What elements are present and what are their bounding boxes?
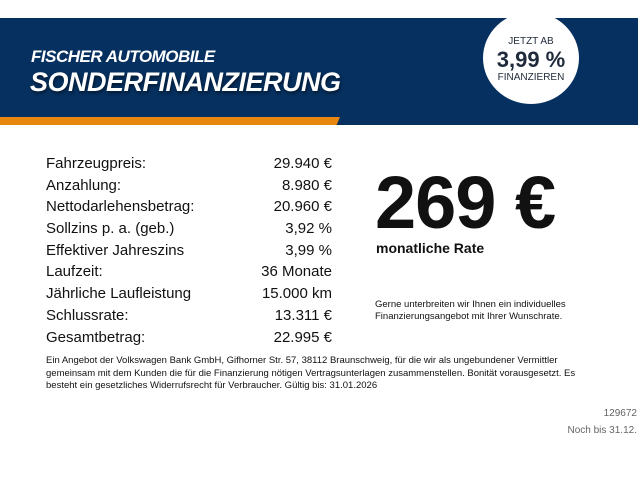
- legal-text: Ein Angebot der Volkswagen Bank GmbH, Gi…: [46, 355, 576, 391]
- detail-label: Effektiver Jahreszins: [46, 241, 185, 259]
- detail-label: Laufzeit:: [46, 263, 103, 281]
- detail-label: Nettodarlehensbetrag:: [46, 198, 195, 216]
- detail-label: Anzahlung:: [46, 176, 122, 194]
- detail-value: 3,99 %: [285, 241, 332, 259]
- detail-value: 36 Monate: [261, 263, 332, 281]
- detail-value: 13.311 €: [274, 306, 332, 324]
- detail-row: Jährliche Laufleistung 15.000 km: [46, 283, 332, 305]
- badge-rate: 3,99 %: [496, 47, 566, 72]
- detail-value: 29.940 €: [273, 155, 332, 172]
- detail-value: 15.000 km: [261, 285, 332, 303]
- detail-row: Fahrzeugpreis: 29.940 €: [46, 153, 332, 175]
- monthly-rate-label: monatliche Rate: [376, 240, 485, 256]
- detail-value: 20.960 €: [273, 198, 332, 216]
- detail-row: Nettodarlehensbetrag: 20.960 €: [46, 196, 332, 218]
- detail-value: 22.995 €: [273, 328, 332, 346]
- detail-row: Effektiver Jahreszins 3,99 %: [46, 240, 332, 262]
- detail-row: Anzahlung: 8.980 €: [46, 175, 332, 197]
- detail-row: Schlussrate: 13.311 €: [46, 305, 332, 327]
- detail-label: Gesamtbetrag:: [46, 328, 146, 346]
- finance-details: Fahrzeugpreis: 29.940 € Anzahlung: 8.980 €…: [46, 153, 332, 348]
- detail-label: Sollzins p. a. (geb.): [46, 220, 175, 238]
- detail-label: Jährliche Laufleistung: [46, 285, 192, 303]
- monthly-rate: 269 €: [375, 161, 556, 244]
- detail-row: Laufzeit: 36 Monate: [46, 261, 332, 283]
- detail-label: Fahrzeugpreis:: [46, 155, 147, 172]
- badge-line1: JETZT AB: [508, 36, 554, 47]
- offer-note: Gerne unterbreiten wir Ihnen ein individ…: [375, 299, 566, 322]
- detail-value: 3,92 %: [285, 220, 332, 238]
- detail-row: Sollzins p. a. (geb.) 3,92 %: [46, 218, 332, 240]
- rate-badge: JETZT AB 3,99 % FINANZIEREN: [483, 12, 579, 104]
- detail-value: 8.980 €: [281, 176, 332, 194]
- validity-text: Noch bis 31.12.: [567, 425, 638, 436]
- detail-row: Gesamtbetrag: 22.995 €: [46, 327, 332, 349]
- badge-line3: FINANZIEREN: [497, 72, 565, 83]
- orange-stripe: [0, 117, 340, 125]
- detail-label: Schlussrate:: [46, 306, 129, 324]
- offer-code: 129672: [603, 408, 637, 419]
- page-title: SONDERFINANZIERUNG: [30, 67, 341, 97]
- brand-name: FISCHER AUTOMOBILE: [31, 47, 215, 66]
